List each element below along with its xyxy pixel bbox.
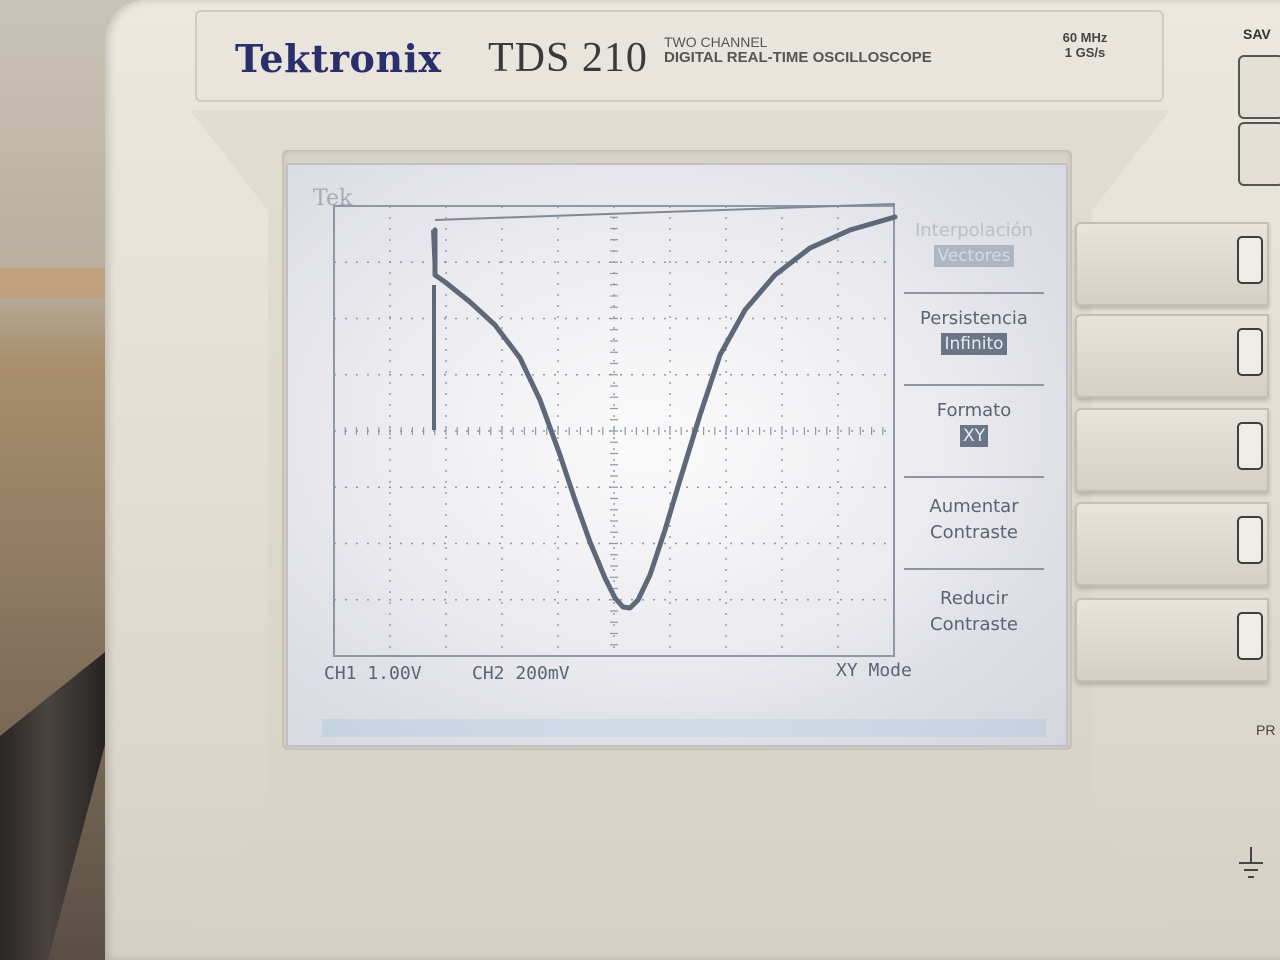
ground-icon — [1239, 847, 1263, 878]
ch1-scale: CH1 1.00V — [324, 663, 422, 684]
xy-trace — [432, 214, 898, 611]
menu-aumentar-title-2: Contraste — [930, 522, 1018, 543]
description-line-1: TWO CHANNEL — [664, 34, 768, 50]
menu-persistencia-title: Persistencia — [920, 308, 1028, 329]
menu-button-5-cap — [1237, 612, 1263, 660]
menu-item-aumentar-contraste: Aumentar Contraste — [904, 476, 1044, 566]
menu-item-formato: Formato XY — [904, 384, 1044, 474]
menu-interpolacion-value: Vectores — [934, 245, 1014, 267]
device-description: TWO CHANNEL DIGITAL REAL-TIME OSCILLOSCO… — [664, 34, 932, 66]
graticule-lines — [334, 206, 894, 656]
menu-button-1[interactable] — [1075, 222, 1269, 306]
spec-bandwidth: 60 MHz — [1062, 30, 1108, 45]
menu-button-1-cap — [1237, 236, 1263, 284]
status-bar: CH1 1.00V CH2 200mV XY Mode — [324, 660, 1044, 688]
probe-label: PR — [1256, 722, 1276, 738]
device-spec: 60 MHz 1 GS/s — [1040, 30, 1130, 60]
waveform-display — [333, 203, 898, 657]
header-panel — [195, 10, 1164, 102]
menu-button-5[interactable] — [1075, 598, 1269, 682]
ch2-scale: CH2 200mV — [472, 663, 570, 684]
menu-interpolacion-title: Interpolación — [914, 220, 1034, 241]
top-trace-line — [434, 203, 896, 221]
menu-item-persistencia: Persistencia Infinito — [904, 292, 1044, 382]
menu-button-2-cap — [1237, 328, 1263, 376]
menu-formato-title: Formato — [936, 400, 1012, 421]
menu-aumentar-title-1: Aumentar — [929, 496, 1019, 517]
menu-reducir-title-1: Reducir — [940, 588, 1008, 609]
brand-logo: Tektronix — [235, 36, 442, 81]
trace-spike — [431, 229, 437, 430]
menu-reducir-title-2: Contraste — [930, 614, 1018, 635]
menu-button-3-cap — [1237, 422, 1263, 470]
side-menu: Interpolación Vectores Persistencia Infi… — [904, 200, 1044, 660]
measure-button[interactable] — [1238, 122, 1280, 186]
description-line-2: DIGITAL REAL-TIME OSCILLOSCOPE — [664, 49, 932, 66]
graticule-center-ticks — [333, 205, 895, 657]
menu-button-4[interactable] — [1075, 502, 1269, 586]
menu-persistencia-value: Infinito — [941, 333, 1007, 355]
spec-sample-rate: 1 GS/s — [1064, 45, 1106, 60]
model-name: TDS 210 — [488, 35, 648, 81]
menu-button-2[interactable] — [1075, 314, 1269, 398]
menu-button-4-cap — [1237, 516, 1263, 564]
lcd-bottom-strip — [322, 719, 1046, 737]
menu-item-reducir-contraste: Reducir Contraste — [904, 568, 1044, 658]
menu-button-3[interactable] — [1075, 408, 1269, 492]
save-recall-button[interactable] — [1238, 55, 1280, 119]
menu-formato-value: XY — [959, 425, 989, 447]
menu-item-interpolacion: Interpolación Vectores — [904, 200, 1044, 290]
display-mode: XY Mode — [836, 660, 912, 681]
save-label: SAV — [1243, 26, 1271, 42]
